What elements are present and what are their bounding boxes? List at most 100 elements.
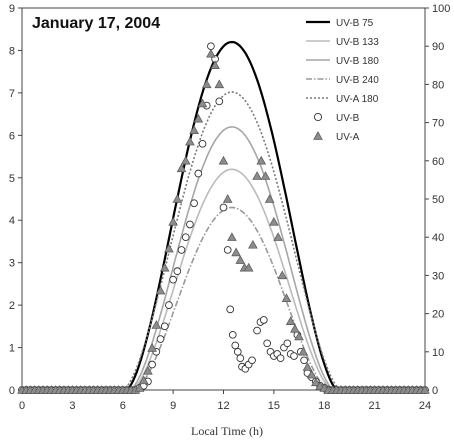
uv-a-point xyxy=(159,262,170,272)
uv-b-point xyxy=(215,97,224,106)
uv-b-point xyxy=(226,305,235,314)
x-tick-label: 9 xyxy=(170,400,176,412)
uv-a-point xyxy=(147,343,157,352)
uv-b-point xyxy=(263,339,272,348)
uv-a-point xyxy=(273,232,283,241)
uv-a-point xyxy=(206,48,216,58)
uv-a-point xyxy=(164,243,174,253)
chart-title: January 17, 2004 xyxy=(32,15,160,32)
uv-a-point xyxy=(269,216,279,226)
uv-a-point xyxy=(302,362,313,371)
uv-b-point xyxy=(248,356,256,365)
uv-a-point xyxy=(248,239,258,249)
uv-b-point xyxy=(207,42,215,51)
uv-a-point xyxy=(176,163,187,173)
uv-b-point xyxy=(148,360,156,369)
y-right-tick-label: 20 xyxy=(432,309,444,321)
uv-a-point xyxy=(210,60,220,70)
uv-a-point xyxy=(193,113,204,123)
uv-a-point xyxy=(306,369,317,379)
y-left-tick-label: 8 xyxy=(9,45,15,57)
uv-b-point xyxy=(177,246,186,254)
uv-a-point xyxy=(294,331,304,341)
uv-b-point xyxy=(233,347,242,356)
x-tick-label: 21 xyxy=(369,400,381,412)
legend-label: UV-A xyxy=(336,132,360,143)
uv-a-point xyxy=(134,383,145,392)
uv-a-point xyxy=(180,155,191,165)
uv-a-point xyxy=(189,125,199,134)
uv-a-point xyxy=(264,194,275,203)
uv-a-point xyxy=(298,346,309,356)
uv-a-point xyxy=(231,247,241,257)
series-points xyxy=(17,42,430,394)
uv-a-point xyxy=(138,375,149,385)
legend-swatch xyxy=(313,112,323,122)
axes: 0 3 6 9 12 15 18 21 2401234567890102030405060708… xyxy=(9,3,450,412)
uv-a-point xyxy=(168,216,178,226)
uv-a-point xyxy=(222,194,233,203)
uv-b-point xyxy=(259,316,268,324)
uv-b-point xyxy=(253,326,261,335)
y-left-tick-label: 5 xyxy=(9,173,15,185)
uv-b-point xyxy=(236,354,245,363)
y-right-tick-label: 100 xyxy=(432,3,450,15)
uv-a-point xyxy=(227,232,237,241)
uv-b-point xyxy=(165,301,173,309)
uv-a-point xyxy=(143,365,153,375)
uv-a-point xyxy=(185,136,195,146)
uv-a-point xyxy=(151,320,162,329)
uv-b-point xyxy=(276,354,285,363)
x-tick-label: 6 xyxy=(120,400,126,412)
legend-label: UV-B xyxy=(336,113,360,124)
x-axis-label: Local Time (h) xyxy=(191,424,263,438)
uv-a-point xyxy=(290,323,300,333)
uv-b-point xyxy=(223,246,232,254)
x-tick-label: 0 xyxy=(19,400,25,412)
legend-label: UV-A 180 xyxy=(336,94,379,105)
uv-b-point xyxy=(283,339,292,348)
uv-b-point xyxy=(186,220,194,229)
uv-a-point xyxy=(281,293,292,303)
y-left-tick-label: 6 xyxy=(9,130,15,142)
uv-b-point xyxy=(173,267,182,276)
uv-b-point xyxy=(300,356,308,365)
uv-b-point xyxy=(228,330,237,339)
y-right-tick-label: 40 xyxy=(432,232,444,244)
uv-b-point xyxy=(194,169,203,178)
legend-swatch xyxy=(313,131,323,140)
uv-a-point xyxy=(218,155,229,165)
uv-a-point xyxy=(260,171,271,180)
x-tick-label: 15 xyxy=(268,400,280,412)
y-left-tick-label: 1 xyxy=(9,343,15,355)
uv-a-point xyxy=(201,79,212,89)
y-right-tick-label: 50 xyxy=(432,194,444,206)
uv-b-point xyxy=(231,341,240,350)
uv-a-point xyxy=(243,262,254,272)
y-right-tick-label: 60 xyxy=(432,156,444,168)
x-tick-label: 3 xyxy=(69,400,75,412)
uv-b-point xyxy=(156,335,165,343)
uv-b-point xyxy=(219,203,228,212)
y-left-tick-label: 0 xyxy=(9,385,15,397)
uv-a-point xyxy=(155,285,166,295)
uv-a-point xyxy=(311,377,321,387)
y-right-tick-label: 90 xyxy=(432,41,444,53)
y-left-tick-label: 9 xyxy=(9,3,15,15)
y-left-tick-label: 4 xyxy=(9,215,15,227)
x-tick-label: 24 xyxy=(419,400,431,412)
y-right-tick-label: 0 xyxy=(432,385,438,397)
legend: UV-B 75 UV-B 133 UV-B 180 UV-B 240 UV-A 180 U… xyxy=(306,18,379,143)
legend-label: UV-B 133 xyxy=(336,37,379,48)
uv-b-point xyxy=(169,275,177,284)
uv-a-point xyxy=(197,98,208,108)
legend-label: UV-B 180 xyxy=(336,56,379,67)
uv-a-point xyxy=(420,385,430,394)
y-left-tick-label: 3 xyxy=(9,258,15,270)
y-right-tick-label: 10 xyxy=(432,347,444,359)
uv-a-point xyxy=(256,155,267,165)
uv-a-point xyxy=(285,316,296,325)
uv-a-point xyxy=(235,255,246,264)
